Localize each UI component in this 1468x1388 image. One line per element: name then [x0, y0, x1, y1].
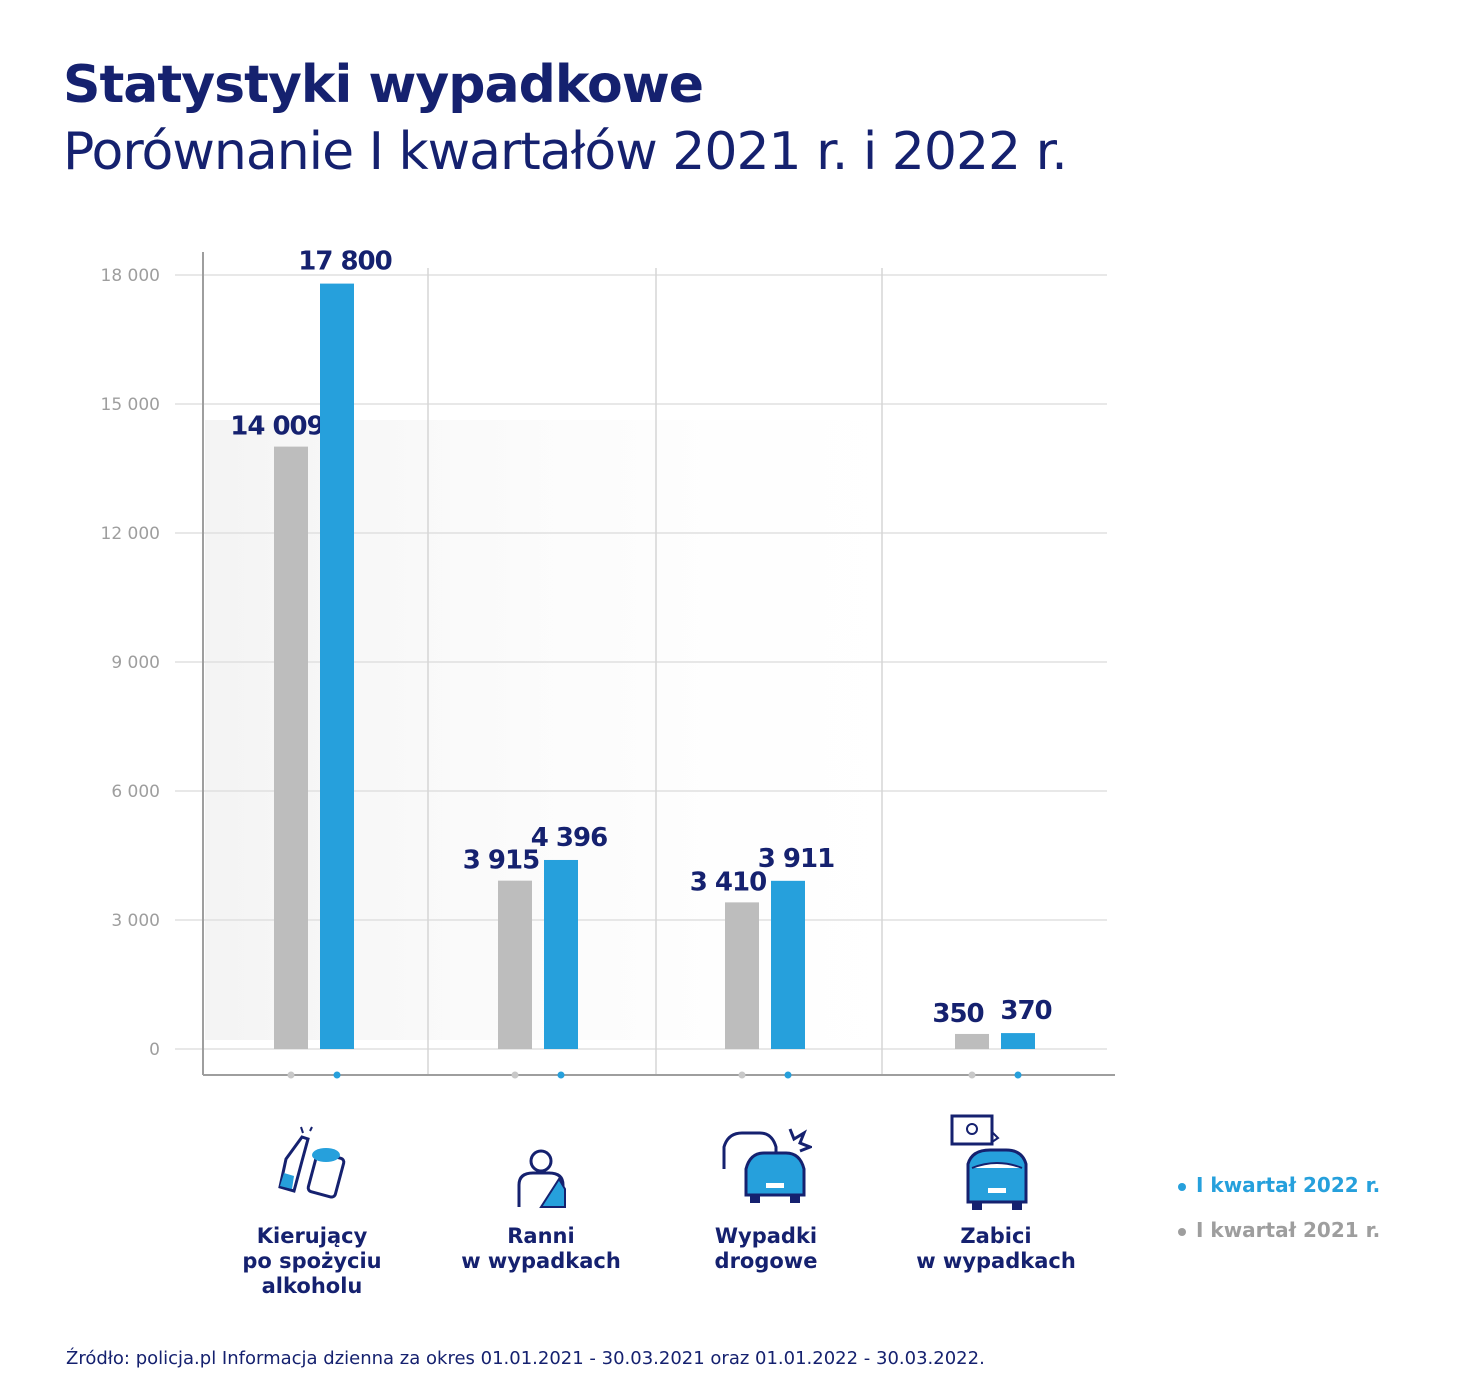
y-tick-label: 3 000: [111, 911, 160, 931]
data-label: 370: [1000, 996, 1051, 1026]
y-tick-label: 18 000: [101, 266, 160, 286]
category-label-line: Zabici: [960, 1224, 1032, 1248]
source-note: Źródło: policja.pl Informacja dzienna za…: [66, 1348, 985, 1369]
data-label: 4 396: [531, 823, 607, 853]
bar-2022: [1001, 1033, 1035, 1049]
bar-chart: 0 3 000 6 000 9 000 12 000 15 000 18 000 14 009…: [101, 247, 1115, 1079]
legend-item-2022: I kwartał 2022 r.: [1178, 1173, 1380, 1197]
bar-2022: [544, 859, 578, 1049]
category-label: Wypadki drogowe: [656, 1224, 876, 1274]
axis-dot: [968, 1071, 976, 1079]
data-label: 3 915: [463, 846, 539, 876]
data-label: 3 410: [690, 867, 766, 897]
category-label-line: Wypadki: [714, 1224, 818, 1248]
bar-2021: [274, 446, 308, 1049]
legend-label: I kwartał 2022 r.: [1196, 1173, 1381, 1197]
category-label-line: po spożyciu: [242, 1249, 382, 1273]
data-label: 14 009: [230, 412, 324, 442]
y-tick-label: 6 000: [111, 782, 160, 802]
axis-dot: [511, 1071, 519, 1079]
category-label-line: w wypadkach: [916, 1249, 1076, 1273]
axis-dot: [1014, 1071, 1022, 1079]
category-label-line: alkoholu: [261, 1274, 363, 1298]
legend-item-2021: I kwartał 2021 r.: [1178, 1218, 1380, 1242]
bottle-and-beer-icon: [272, 1125, 352, 1209]
page-subtitle: Porównanie I kwartałów 2021 r. i 2022 r.: [63, 122, 1068, 182]
bar-2021: [955, 1033, 989, 1049]
legend-dot: [1178, 1227, 1186, 1236]
data-label: 17 800: [298, 247, 392, 277]
y-tick-label: 15 000: [101, 395, 160, 415]
axis-dot: [557, 1071, 565, 1079]
category-label: Kierujący po spożyciu alkoholu: [202, 1224, 422, 1299]
category-label: Ranni w wypadkach: [431, 1224, 651, 1274]
death-car-icon: [950, 1114, 1042, 1218]
y-tick-label: 0: [149, 1040, 160, 1060]
legend-label: I kwartał 2021 r.: [1196, 1218, 1381, 1242]
category-label-line: Ranni: [507, 1224, 575, 1248]
axis-dot: [287, 1071, 295, 1079]
category-label: Zabici w wypadkach: [886, 1224, 1106, 1274]
category-label-line: w wypadkach: [461, 1249, 621, 1273]
bar-2021: [725, 902, 759, 1049]
category-label-line: drogowe: [714, 1249, 818, 1273]
data-label: 350: [932, 999, 983, 1029]
page-title: Statystyki wypadkowe: [63, 55, 704, 115]
legend-dot: [1178, 1182, 1186, 1191]
axis-dot: [784, 1071, 792, 1079]
bar-2022: [320, 283, 354, 1050]
category-label-line: Kierujący: [256, 1224, 368, 1248]
injured-person-icon: [511, 1145, 571, 1213]
y-tick-label: 9 000: [111, 653, 160, 673]
axis-dot: [333, 1071, 341, 1079]
car-crash-icon: [720, 1125, 815, 1209]
bar-2021: [498, 880, 532, 1049]
bar-2022: [771, 880, 805, 1049]
y-tick-label: 12 000: [101, 524, 160, 544]
data-label: 3 911: [758, 844, 834, 874]
axis-dot: [738, 1071, 746, 1079]
